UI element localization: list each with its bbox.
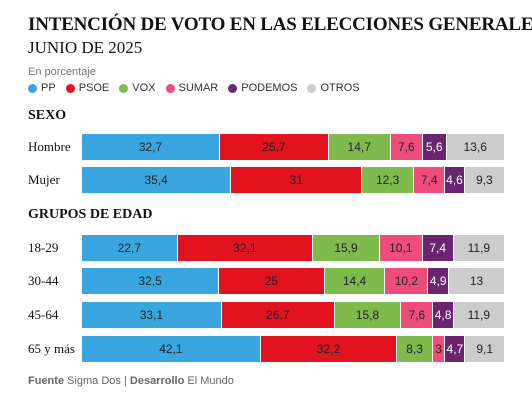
bar-segment-sumar: 10,2	[385, 268, 429, 294]
bar-segment-podemos: 4,7	[445, 336, 466, 362]
bar-segment-vox: 12,3	[362, 167, 415, 193]
bar-segment-otros: 13,6	[446, 134, 504, 160]
bar-segment-pp: 42,1	[82, 336, 261, 362]
legend-swatch	[165, 83, 175, 93]
legend-label: PODEMOS	[241, 82, 298, 94]
bar-segment-sumar: 10,1	[380, 235, 423, 261]
bar-segment-psoe: 26,7	[221, 302, 335, 328]
stacked-bar: 22,7 32,1 15,9 10,1 7,4 11,9	[82, 235, 504, 261]
legend-swatch	[119, 83, 129, 93]
row-label: Mujer	[28, 172, 60, 187]
legend-item-podemos: PODEMOS	[228, 82, 297, 94]
bar-segment-psoe: 32,2	[260, 336, 398, 362]
source-label: Fuente	[28, 375, 65, 387]
bar-segment-pp: 35,4	[82, 167, 232, 193]
footer: Fuente Sigma Dos | Desarrollo El Mundo	[28, 375, 234, 387]
legend-item-vox: VOX	[119, 82, 156, 94]
bar-segment-podemos: 4,8	[433, 302, 454, 328]
bar-segment-sumar: 7,6	[390, 134, 423, 160]
bar-segment-vox: 14,7	[328, 134, 391, 160]
bar-segment-pp: 32,7	[82, 134, 221, 160]
legend-swatch	[28, 83, 37, 93]
row-label: 30-44	[28, 273, 59, 288]
unit-label: En porcentaje	[28, 66, 96, 78]
row-label: 65 y más	[28, 341, 75, 356]
legend-label: VOX	[132, 82, 156, 94]
legend-label: OTROS	[320, 82, 360, 94]
bar-segment-podemos: 4,9	[428, 268, 450, 294]
bar-segment-podemos: 4,6	[445, 167, 465, 193]
row-label: Hombre	[28, 139, 71, 154]
bar-segment-sumar: 3	[432, 336, 446, 362]
bar-segment-otros: 13	[449, 268, 504, 294]
stacked-bar: 32,7 25,7 14,7 7,6 5,6 13,6	[82, 134, 504, 160]
bar-segment-otros: 9,1	[465, 336, 504, 362]
bar-segment-psoe: 32,1	[177, 235, 313, 261]
section-title: SEXO	[28, 108, 67, 123]
bar-segment-otros: 11,9	[453, 302, 504, 328]
legend: PP PSOE VOX SUMAR PODEMOS OTROS	[28, 82, 370, 94]
bar-segment-vox: 14,4	[324, 268, 386, 294]
bar-segment-psoe: 25,7	[220, 134, 329, 160]
bar-segment-podemos: 7,4	[422, 235, 454, 261]
section-title: GRUPOS DE EDAD	[28, 207, 153, 222]
legend-item-psoe: PSOE	[65, 82, 110, 94]
legend-label: SUMAR	[178, 82, 219, 94]
bar-segment-sumar: 7,6	[401, 302, 434, 328]
bar-segment-vox: 8,3	[397, 336, 433, 362]
chart-title: INTENCIÓN DE VOTO EN LAS ELECCIONES GENE…	[28, 14, 532, 35]
row-label: 45-64	[28, 307, 59, 322]
legend-label: PSOE	[78, 82, 110, 94]
dev-label: Desarrollo	[129, 375, 185, 387]
footer-separator: |	[123, 375, 127, 387]
bar-segment-vox: 15,9	[313, 235, 381, 261]
legend-swatch	[228, 83, 238, 93]
bar-segment-sumar: 7,4	[414, 167, 446, 193]
bar-segment-vox: 15,8	[334, 302, 402, 328]
stacked-bar: 33,1 26,7 15,8 7,6 4,8 11,9	[82, 302, 504, 328]
row-label: 18-29	[28, 240, 59, 255]
dev-value: El Mundo	[187, 375, 234, 387]
legend-swatch	[307, 83, 317, 93]
legend-item-sumar: SUMAR	[165, 82, 219, 94]
stacked-bar: 42,1 32,2 8,3 3 4,7 9,1	[82, 336, 504, 362]
legend-label: PP	[41, 82, 56, 94]
bar-segment-psoe: 31	[231, 167, 363, 193]
bar-segment-podemos: 5,6	[422, 134, 447, 160]
bar-segment-pp: 32,5	[82, 268, 220, 294]
bar-segment-otros: 9,3	[464, 167, 504, 193]
bar-segment-psoe: 25	[219, 268, 325, 294]
bar-segment-otros: 11,9	[453, 235, 504, 261]
stacked-bar: 32,5 25 14,4 10,2 4,9 13	[82, 268, 504, 294]
stacked-bar: 35,4 31 12,3 7,4 4,6 9,3	[82, 167, 504, 193]
bar-segment-pp: 33,1	[82, 302, 222, 328]
source-value: Sigma Dos	[67, 375, 121, 387]
legend-item-otros: OTROS	[307, 82, 360, 94]
legend-swatch	[65, 83, 75, 93]
chart-subtitle: JUNIO DE 2025	[28, 38, 143, 57]
legend-item-pp: PP	[28, 82, 56, 94]
bar-segment-pp: 22,7	[82, 235, 178, 261]
